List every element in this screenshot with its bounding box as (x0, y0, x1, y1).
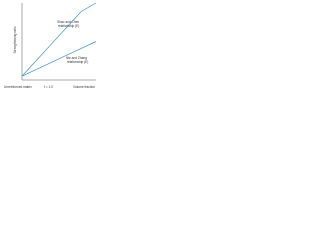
series-label: Nie and Zhang relationship (E) (66, 56, 88, 64)
annotation: f = 1.0 (44, 85, 53, 89)
series-label: Shao and Chen relationship (E) (57, 20, 79, 28)
series-line (21, 2, 97, 77)
annotation: Unreinforced matrix (4, 85, 32, 89)
chart: Strengthening ratio Unreinforced matrix … (0, 0, 100, 95)
series-line (21, 41, 97, 77)
y-axis-label: Strengthening ratio (13, 26, 17, 53)
x-axis-label: Volume fraction (73, 85, 95, 89)
